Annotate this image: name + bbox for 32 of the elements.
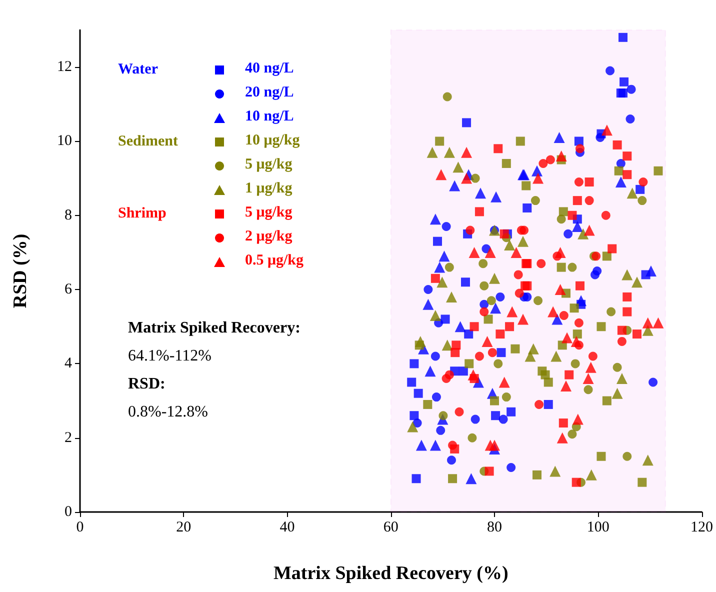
annotation: Sediment xyxy=(118,134,178,150)
annotation: Matrix Spiked Recovery: xyxy=(128,320,300,336)
annotation: 0.8%-12.8% xyxy=(128,404,208,420)
legend-label: 2 μg/kg xyxy=(245,228,293,244)
legend-label: 5 μg/kg xyxy=(245,204,293,220)
legend-label: 10 ng/L xyxy=(245,108,294,124)
legend-label: 40 ng/L xyxy=(245,60,294,76)
legend-label: 1 μg/kg xyxy=(245,180,293,196)
legend-label: 20 ng/L xyxy=(245,84,294,100)
annotation: 64.1%-112% xyxy=(128,348,212,364)
y-tick-label: 6 xyxy=(64,282,72,298)
x-tick-label: 120 xyxy=(690,520,713,536)
x-tick-label: 60 xyxy=(383,520,398,536)
annotation: Water xyxy=(118,62,158,78)
legend-label: 10 μg/kg xyxy=(245,132,300,148)
y-tick-label: 4 xyxy=(64,356,72,372)
legend-label: 5 μg/kg xyxy=(245,156,293,172)
x-tick-label: 100 xyxy=(586,520,610,536)
x-axis-title: Matrix Spiked Recovery (%) xyxy=(273,563,508,584)
y-tick-label: 12 xyxy=(57,59,72,76)
y-axis-title: RSD (%) xyxy=(10,234,31,308)
x-tick-label: 40 xyxy=(280,520,295,536)
annotation: RSD: xyxy=(128,376,166,392)
legend-label: 0.5 μg/kg xyxy=(245,252,304,268)
x-tick-label: 0 xyxy=(76,520,84,536)
y-tick-label: 8 xyxy=(64,207,72,224)
x-tick-label: 80 xyxy=(487,520,502,536)
y-tick-label: 0 xyxy=(64,504,72,520)
x-tick-label: 20 xyxy=(176,520,192,536)
annotation: Shrimp xyxy=(118,206,166,222)
y-tick-label: 10 xyxy=(57,133,72,150)
y-tick-label: 2 xyxy=(64,430,72,446)
